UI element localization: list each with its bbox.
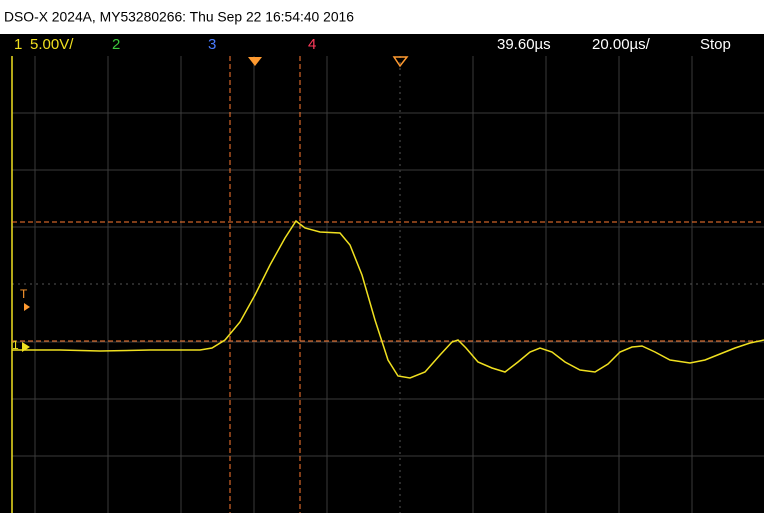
toolbar: 1 5.00V/ 2 3 4 39.60µs 20.00µs/ Stop — [14, 36, 731, 53]
ground-label: 1 — [12, 338, 19, 352]
delay: 39.60µs — [497, 36, 551, 53]
ground-marker — [22, 342, 30, 352]
ch2-label: 2 — [112, 36, 120, 53]
grid — [12, 56, 764, 513]
run-status: Stop — [700, 36, 731, 53]
ch4-label: 4 — [308, 36, 316, 53]
reference-marker — [392, 56, 409, 68]
waveform — [12, 219, 764, 379]
ch1-label: 1 — [14, 36, 22, 53]
ch3-label: 3 — [208, 36, 216, 53]
header-title: DSO-X 2024A, MY53280266: Thu Sep 22 16:5… — [4, 9, 354, 25]
ch1-scale: 5.00V/ — [30, 36, 74, 53]
cursors — [12, 56, 764, 513]
trigger-level-marker — [24, 303, 30, 311]
header-bg — [0, 0, 764, 34]
trigger-position-marker — [248, 57, 262, 66]
display-bg — [0, 34, 764, 513]
trigger-level-label: T — [20, 287, 28, 301]
timebase: 20.00µs/ — [592, 36, 651, 53]
